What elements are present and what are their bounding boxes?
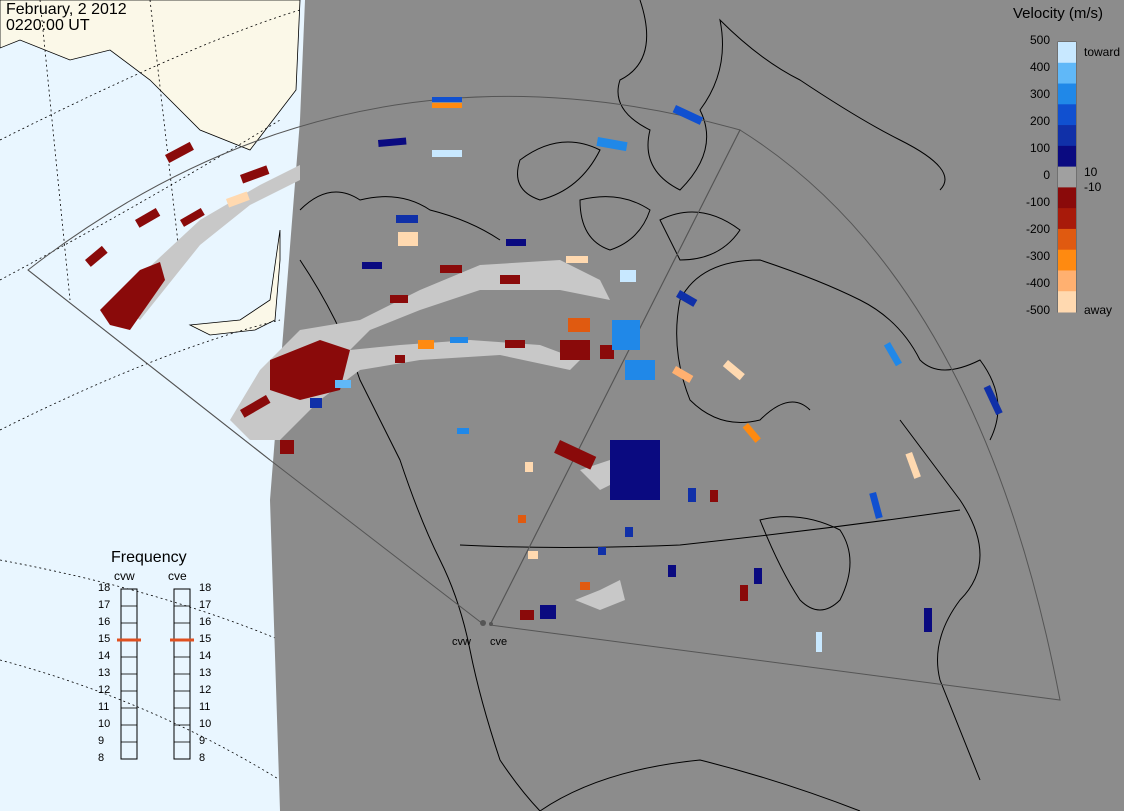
colorbar-title: Velocity (m/s)	[1013, 5, 1104, 22]
fov-outlines	[27, 95, 1061, 701]
colorbar-stop	[1058, 104, 1076, 126]
frequency-title: Frequency	[111, 549, 187, 566]
frequency-scale-label-right: 11	[199, 701, 211, 713]
frequency-scale-label-right: 9	[199, 735, 206, 747]
frequency-scale-label-right: 14	[199, 650, 212, 662]
frequency-scale-label-right: 13	[199, 667, 212, 679]
radar-label-cve: cve	[490, 636, 508, 648]
velocity-away-strong	[226, 103, 921, 590]
colorbar-tick-neg10: -10	[1084, 180, 1102, 194]
colorbar-tick-10: 10	[1084, 165, 1098, 179]
colorbar-tick: 0	[1043, 168, 1050, 182]
frequency-scale-label-right: 15	[199, 633, 212, 645]
colorbar-away-label: away	[1084, 303, 1113, 317]
alaska-day-land	[188, 229, 281, 336]
colorbar-tick: 400	[1029, 60, 1050, 74]
frequency-scale-label-left: 13	[98, 667, 111, 679]
frequency-scale-label-right: 12	[199, 684, 212, 696]
colorbar-toward-label: toward	[1084, 45, 1121, 59]
colorbar-tick: 500	[1029, 33, 1050, 47]
colorbar-stop	[1058, 187, 1076, 209]
frequency-scale-label-right: 10	[199, 718, 212, 730]
frequency-scale-label-left: 14	[98, 650, 111, 662]
freq-radar-label-cve: cve	[168, 569, 187, 583]
colorbar-stop	[1058, 42, 1076, 64]
freq-radar-label-cvw: cvw	[114, 569, 135, 583]
colorbar-stop	[1058, 270, 1076, 292]
colorbar-tick: -200	[1025, 222, 1050, 236]
radar-site-cvw	[480, 620, 486, 626]
frequency-scale-label-left: 18	[98, 582, 111, 594]
grid-lines	[0, 0, 301, 781]
frequency-scale-label-right: 18	[199, 582, 212, 594]
colorbar-stop	[1058, 208, 1076, 230]
colorbar-tick: 100	[1029, 141, 1050, 155]
colorbar-tick: 300	[1029, 87, 1050, 101]
date-label: February, 2 2012	[6, 1, 127, 18]
colorbar-stop	[1058, 249, 1076, 271]
colorbar-stop	[1058, 83, 1076, 105]
frequency-scale-label-left: 8	[98, 752, 105, 764]
radar-label-cvw: cvw	[452, 636, 471, 648]
frequency-scale-label-left: 11	[98, 701, 110, 713]
colorbar-tick: -100	[1025, 195, 1050, 209]
velocity-away	[85, 141, 748, 620]
dayside-land	[0, 0, 301, 151]
frequency-scale-label-left: 16	[98, 616, 111, 628]
colorbar-tick: 200	[1029, 114, 1050, 128]
colorbar-stop	[1058, 166, 1076, 188]
velocity-toward	[310, 97, 1003, 652]
colorbar-tick: -500	[1025, 303, 1050, 317]
frequency-scale-label-left: 9	[98, 735, 105, 747]
frequency-scale-label-left: 10	[98, 718, 111, 730]
frequency-scale-label-left: 15	[98, 633, 111, 645]
colorbar-tick: -400	[1025, 276, 1050, 290]
colorbar-stop	[1058, 125, 1076, 147]
colorbar-stop	[1058, 228, 1076, 251]
colorbar-stop	[1058, 291, 1076, 313]
coastlines	[299, 0, 999, 811]
frequency-scale-label-right: 16	[199, 616, 212, 628]
time-label: 0220:00 UT	[6, 17, 90, 34]
frequency-scale-label-left: 17	[98, 599, 111, 611]
frequency-scale-label-left: 12	[98, 684, 111, 696]
velocity-colorbar-stops	[1058, 42, 1076, 313]
frequency-scale-label-right: 17	[199, 599, 212, 611]
radar-site-cve	[489, 622, 493, 626]
night-shade	[270, 0, 1124, 811]
colorbar-stop	[1058, 145, 1076, 168]
frequency-scale-label-right: 8	[199, 752, 206, 764]
colorbar-stop	[1058, 62, 1076, 85]
colorbar-tick: -300	[1025, 249, 1050, 263]
